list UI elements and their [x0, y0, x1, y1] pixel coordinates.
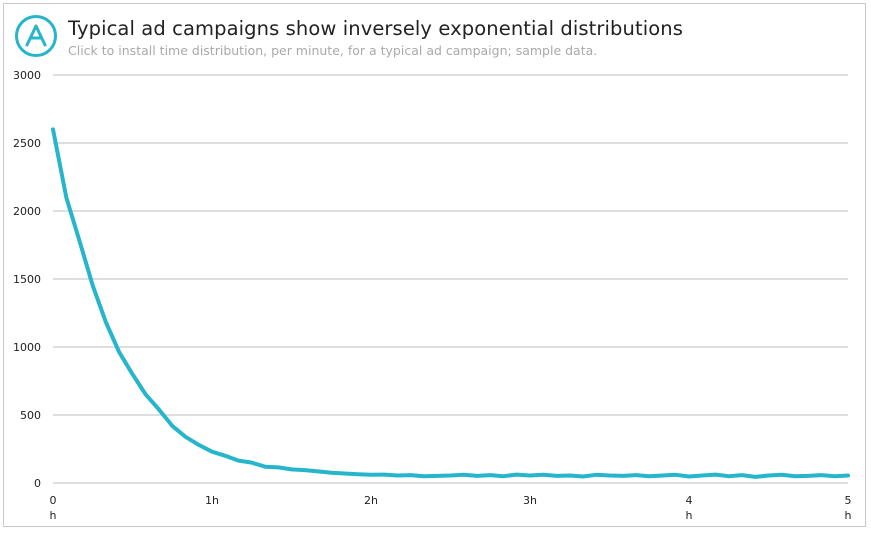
x-tick-label: 3h: [523, 494, 537, 507]
brand-logo-icon: [15, 15, 57, 57]
chart-frame: [3, 3, 866, 527]
x-tick-label-unit: h: [50, 509, 57, 522]
x-tick-label: 5: [845, 494, 852, 507]
x-tick-label: 1h: [205, 494, 219, 507]
series-line: [51, 127, 850, 479]
x-tick-label-unit: h: [845, 509, 852, 522]
x-tick-label: 4: [686, 494, 693, 507]
x-tick-label-unit: h: [686, 509, 693, 522]
x-tick-label: 0: [50, 494, 57, 507]
x-tick-label: 2h: [364, 494, 378, 507]
y-tick-label: 2000: [13, 205, 41, 218]
y-tick-label: 1500: [13, 273, 41, 286]
y-tick-label: 1000: [13, 341, 41, 354]
chart-title: Typical ad campaigns show inversely expo…: [68, 17, 683, 40]
y-tick-label: 2500: [13, 137, 41, 150]
chart-subtitle: Click to install time distribution, per …: [68, 43, 598, 58]
y-tick-label: 500: [20, 409, 41, 422]
y-tick-label: 0: [34, 477, 41, 490]
y-tick-label: 3000: [13, 69, 41, 82]
